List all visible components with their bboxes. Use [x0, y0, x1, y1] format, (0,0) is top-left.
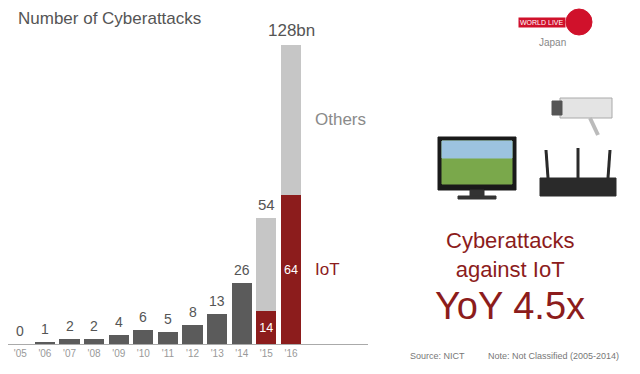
svg-text:'07: '07	[63, 348, 76, 359]
svg-text:13: 13	[209, 293, 225, 309]
svg-text:Cyberattacksagainst IoT: Cyberattacksagainst IoT	[446, 228, 574, 282]
svg-text:64: 64	[284, 263, 298, 277]
svg-text:128bn: 128bn	[268, 21, 315, 40]
svg-text:'12: '12	[186, 348, 199, 359]
svg-text:'09: '09	[112, 348, 125, 359]
svg-text:Number of Cyberattacks: Number of Cyberattacks	[18, 9, 201, 28]
svg-text:Japan: Japan	[539, 37, 566, 48]
svg-text:8: 8	[189, 304, 197, 320]
svg-text:'14: '14	[235, 348, 248, 359]
svg-text:YoY 4.5x: YoY 4.5x	[435, 285, 585, 327]
svg-text:Others: Others	[315, 110, 366, 129]
svg-text:'08: '08	[88, 348, 101, 359]
svg-text:2: 2	[90, 318, 98, 334]
svg-text:'10: '10	[137, 348, 150, 359]
svg-text:'13: '13	[211, 348, 224, 359]
svg-text:'06: '06	[38, 348, 51, 359]
svg-text:2: 2	[66, 318, 74, 334]
svg-text:'16: '16	[284, 348, 297, 359]
svg-text:'11: '11	[162, 348, 175, 359]
svg-text:26: 26	[234, 262, 250, 278]
svg-text:0: 0	[16, 323, 24, 339]
svg-text:54: 54	[258, 196, 275, 213]
svg-text:1: 1	[41, 321, 49, 337]
svg-text:Note: Not Classified (2005-201: Note: Not Classified (2005-2014)	[488, 351, 619, 361]
svg-text:Source: NICT: Source: NICT	[410, 351, 465, 361]
svg-text:4: 4	[115, 314, 123, 330]
svg-text:14: 14	[259, 321, 273, 335]
svg-text:'05: '05	[14, 348, 27, 359]
svg-text:WORLD LIVE: WORLD LIVE	[520, 19, 564, 26]
svg-text:6: 6	[139, 309, 147, 325]
svg-text:IoT: IoT	[315, 260, 340, 279]
svg-text:5: 5	[164, 311, 172, 327]
svg-text:'15: '15	[260, 348, 273, 359]
